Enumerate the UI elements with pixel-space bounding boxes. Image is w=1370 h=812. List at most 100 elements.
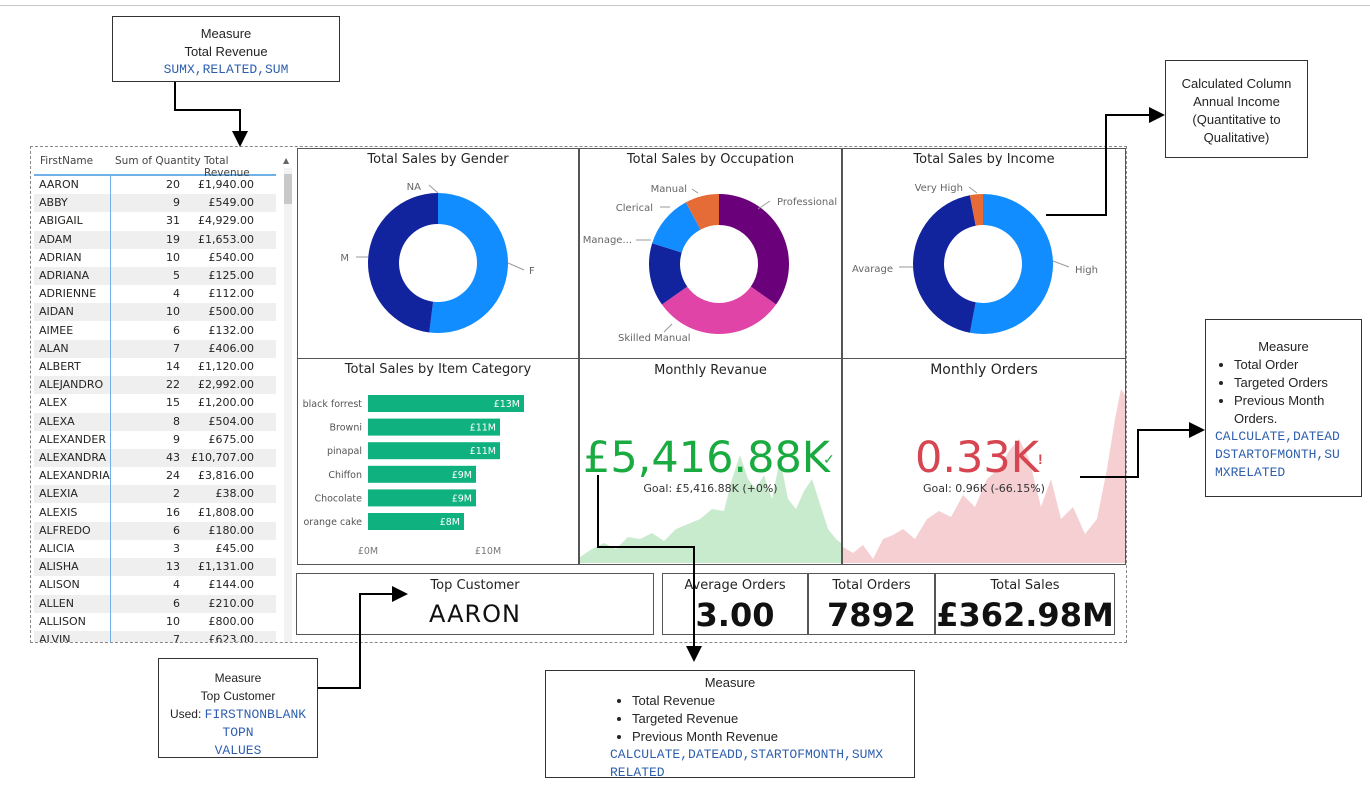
column-header-firstname[interactable]: FirstName: [40, 155, 94, 167]
total-orders-card[interactable]: Total Orders 7892: [808, 573, 935, 635]
gender-chart-panel[interactable]: Total Sales by Gender NA M F: [297, 148, 579, 359]
table-row[interactable]: ALEXANDER 9 £675.00: [34, 431, 276, 449]
leader-line: [968, 186, 978, 194]
total-sales-card[interactable]: Total Sales £362.98M: [935, 573, 1115, 635]
label-na: NA: [407, 182, 421, 193]
bar-2[interactable]: [368, 442, 500, 460]
cell-quantity: 20: [166, 178, 180, 191]
slice-professional[interactable]: [719, 194, 789, 305]
table-row[interactable]: ABIGAIL 31 £4,929.00: [34, 212, 276, 230]
slice-skilled-manual[interactable]: [661, 286, 777, 334]
table-row[interactable]: ALLEN 6 £210.00: [34, 594, 276, 613]
category-chart-panel[interactable]: Total Sales by Item Category black forre…: [297, 359, 579, 565]
bar-5[interactable]: [368, 513, 464, 530]
callout-code: SUMX,RELATED,SUM: [163, 62, 289, 77]
table-scrollbar[interactable]: [284, 168, 292, 642]
bar-category-label: Chiffon: [328, 470, 362, 481]
monthly-orders-panel[interactable]: Monthly Orders 0.33K ! Goal: 0.96K (-66.…: [842, 359, 1126, 565]
cell-revenue: £540.00: [208, 250, 255, 264]
bar-1[interactable]: [368, 418, 500, 436]
cell-revenue: £549.00: [208, 196, 255, 210]
card-title: Total Sales: [990, 578, 1060, 593]
slice-high[interactable]: [969, 194, 1053, 334]
table-row[interactable]: ADAM 19 £1,653.00: [34, 230, 276, 249]
table-row[interactable]: ADRIANA 5 £125.00: [34, 267, 276, 285]
cell-revenue: £3,816.00: [198, 469, 254, 483]
cell-firstname: ALEXANDRA: [39, 451, 107, 464]
callout-code: FIRSTNONBLANK: [204, 707, 307, 722]
gender-slices: [368, 193, 509, 333]
cell-quantity: 6: [173, 596, 180, 610]
slice-m[interactable]: [368, 193, 438, 333]
callout-item: Previous Month Orders.: [1234, 392, 1361, 428]
label-f: F: [529, 266, 535, 277]
table-row[interactable]: ALEXANDRIA 24 £3,816.00: [34, 467, 276, 485]
slice-manual[interactable]: [685, 194, 719, 230]
table-row[interactable]: ALICIA 3 £45.00: [34, 540, 276, 558]
table-row[interactable]: ADRIAN 10 £540.00: [34, 249, 276, 267]
table-row[interactable]: ALBERT 14 £1,120.00: [34, 358, 276, 376]
cell-quantity: 24: [166, 469, 180, 483]
label-high: High: [1075, 265, 1098, 276]
average-orders-card[interactable]: Average Orders 3.00: [662, 573, 808, 635]
x-tick-label: £0M: [358, 546, 378, 557]
cell-revenue: £10,707.00: [191, 451, 254, 464]
arrow-total-revenue: [174, 82, 248, 147]
callout-used-label: Used:: [169, 707, 202, 721]
table-row[interactable]: ALVIN 7 £623.00: [34, 631, 276, 642]
income-chart-panel[interactable]: Total Sales by Income Very High Avarage …: [842, 148, 1126, 359]
cell-quantity: 16: [166, 505, 180, 519]
cell-revenue: £144.00: [208, 578, 255, 592]
table-row[interactable]: ADRIENNE 4 £112.00: [34, 285, 276, 303]
card-title: Average Orders: [684, 578, 786, 593]
table-row[interactable]: ALISON 4 £144.00: [34, 576, 276, 594]
monthly-revenue-panel[interactable]: Monthly Revanue £5,416.88K ✓ Goal: £5,41…: [579, 359, 842, 565]
callout-line: Qualitative): [1203, 130, 1270, 145]
label-very-high: Very High: [915, 183, 963, 194]
label-manual: Manual: [651, 184, 687, 195]
table-row[interactable]: ALEX 15 £1,200.00: [34, 394, 276, 412]
table-row[interactable]: ALEJANDRO 22 £2,992.00: [34, 376, 276, 395]
top-customer-card[interactable]: Top Customer AARON: [296, 573, 654, 635]
table-row[interactable]: ALEXANDRA 43 £10,707.00: [34, 449, 276, 467]
table-row[interactable]: ALEXIA 2 £38.00: [34, 485, 276, 504]
occupation-chart-panel[interactable]: Total Sales by Occupation Manual Profess…: [579, 148, 842, 359]
cell-revenue: £210.00: [208, 596, 255, 610]
table-row[interactable]: AIDAN 10 £500.00: [34, 303, 276, 322]
scrollbar-thumb[interactable]: [284, 174, 292, 204]
table-row[interactable]: ABBY 9 £549.00: [34, 194, 276, 213]
cell-revenue: £1,653.00: [198, 232, 254, 246]
table-row[interactable]: AARON 20 £1,940.00: [34, 176, 276, 194]
cell-firstname: ALLEN: [39, 596, 74, 610]
table-row[interactable]: ALEXIS 16 £1,808.00: [34, 504, 276, 522]
cell-firstname: ADRIANA: [39, 269, 90, 282]
sort-arrow-icon[interactable]: ▲: [283, 156, 290, 165]
cell-firstname: ALICIA: [39, 542, 75, 555]
bar-category-label: black forrest: [303, 399, 363, 410]
table-row[interactable]: ALEXA 8 £504.00: [34, 412, 276, 431]
customer-table[interactable]: FirstName Sum of Quantity Total Revenue …: [34, 148, 294, 642]
bar-4[interactable]: [368, 489, 476, 507]
orders-area: [843, 389, 1125, 563]
cell-revenue: £406.00: [208, 341, 255, 355]
bar-0[interactable]: [368, 395, 524, 412]
slice-management[interactable]: [649, 243, 688, 305]
callout-title: Measure: [1258, 339, 1309, 354]
table-row[interactable]: ALLISON 10 £800.00: [34, 613, 276, 631]
cell-firstname: ADRIENNE: [39, 287, 97, 301]
cell-revenue: £45.00: [215, 542, 255, 555]
table-row[interactable]: ALAN 7 £406.00: [34, 339, 276, 358]
table-row[interactable]: ALFREDO 6 £180.00: [34, 521, 276, 540]
column-header-quantity[interactable]: Sum of Quantity: [115, 155, 201, 167]
callout-code: RELATED: [610, 765, 665, 780]
callout-orders: Measure Total Order Targeted Orders Prev…: [1205, 319, 1362, 497]
slice-f[interactable]: [429, 193, 509, 333]
slice-very-high[interactable]: [969, 194, 983, 226]
bar-3[interactable]: [368, 465, 476, 483]
column-header-revenue[interactable]: Total Revenue: [204, 155, 250, 179]
slice-clerical[interactable]: [652, 202, 701, 253]
label-clerical: Clerical: [616, 203, 653, 214]
table-row[interactable]: ALISHA 13 £1,131.00: [34, 558, 276, 577]
slice-average[interactable]: [913, 195, 976, 333]
table-row[interactable]: AIMEE 6 £132.00: [34, 322, 276, 340]
